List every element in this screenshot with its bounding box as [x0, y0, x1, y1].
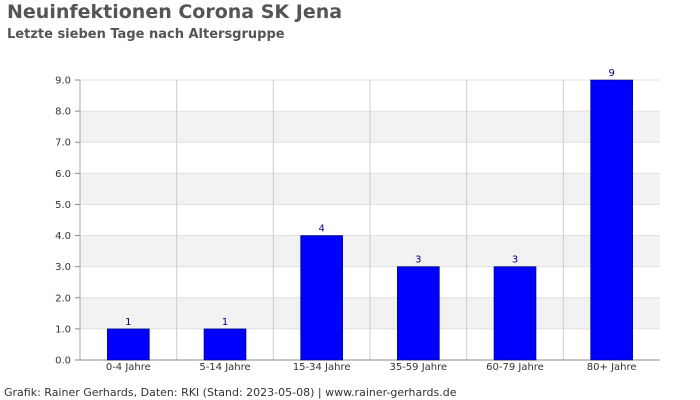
y-tick-label: 4.0 [55, 231, 71, 242]
bar [397, 266, 440, 361]
data-label: 4 [318, 224, 324, 235]
data-label: 3 [415, 255, 421, 266]
x-tick-label: 0-4 Jahre [106, 362, 151, 373]
bar [203, 328, 247, 361]
y-tick-label: 7.0 [55, 138, 71, 149]
y-tick-label: 0.0 [55, 356, 71, 367]
y-tick-label: 6.0 [55, 169, 71, 180]
x-tick-label: 35-59 Jahre [389, 362, 447, 373]
x-tick-label: 80+ Jahre [587, 362, 637, 373]
data-label: 3 [512, 255, 518, 266]
chart-subtitle: Letzte sieben Tage nach Altersgruppe [7, 27, 285, 42]
y-tick-label: 3.0 [55, 262, 71, 273]
bar [107, 328, 150, 361]
data-label: 9 [608, 68, 614, 79]
data-label: 1 [125, 317, 131, 328]
x-tick-label: 60-79 Jahre [486, 362, 544, 373]
y-tick-label: 9.0 [55, 76, 71, 87]
y-tick-label: 8.0 [55, 107, 71, 118]
bar [300, 235, 343, 361]
x-tick-label: 15-34 Jahre [293, 362, 351, 373]
y-tick-label: 1.0 [55, 324, 71, 335]
x-tick-label: 5-14 Jahre [199, 362, 250, 373]
bar [590, 79, 633, 361]
y-tick-label: 2.0 [55, 293, 71, 304]
y-tick-label: 5.0 [55, 200, 71, 211]
chart-title: Neuinfektionen Corona SK Jena [7, 1, 343, 23]
bar [493, 266, 537, 361]
data-label: 1 [222, 317, 228, 328]
footer-credits: Grafik: Rainer Gerhards, Daten: RKI (Sta… [4, 386, 457, 399]
